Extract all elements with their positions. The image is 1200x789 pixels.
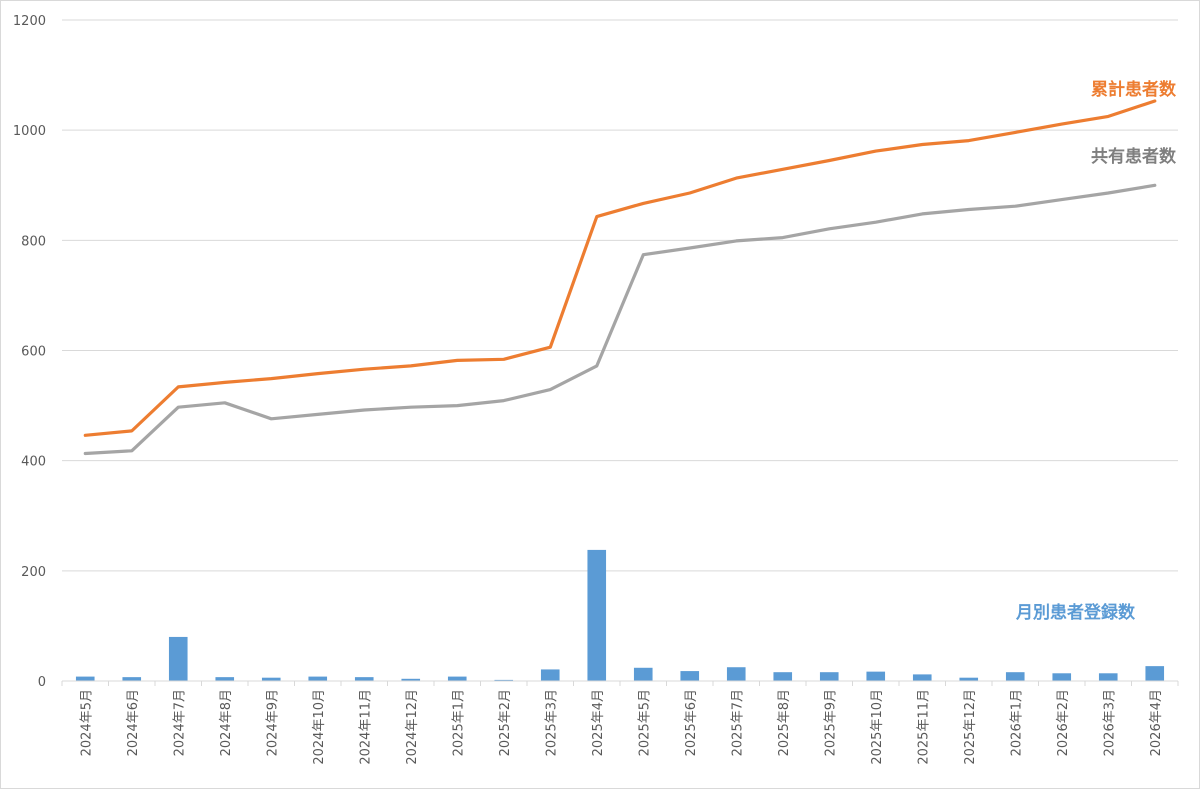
- series-label-cumulative: 累計患者数: [1091, 79, 1177, 100]
- bar-monthly: [773, 672, 793, 681]
- x-tick-label: 2024年8月: [219, 689, 234, 756]
- x-tick-label: 2025年1月: [451, 689, 466, 756]
- x-tick-label: 2024年7月: [172, 689, 187, 756]
- x-axis: 2024年5月 2024年6月 2024年7月 2024年8月 2024年9月 2024年…: [61, 680, 1179, 765]
- bar-monthly: [633, 667, 653, 681]
- x-tick-label: 2024年9月: [265, 689, 280, 756]
- bar-monthly: [540, 669, 560, 681]
- bar-monthly: [401, 678, 421, 681]
- bar-monthly: [122, 677, 142, 681]
- x-tick-label: 2024年6月: [126, 689, 141, 756]
- x-tick-label: 2026年1月: [1009, 689, 1024, 756]
- y-tick-label: 0: [38, 675, 46, 690]
- x-tick-label: 2025年9月: [823, 689, 838, 756]
- x-tick-label: 2025年4月: [591, 689, 606, 756]
- x-tick-label: 2025年10月: [870, 689, 885, 765]
- bar-monthly: [1098, 673, 1118, 681]
- bar-monthly: [1145, 666, 1165, 681]
- line-shared: [83, 183, 1157, 456]
- x-tick-label: 2024年11月: [358, 689, 373, 765]
- bar-series: [75, 549, 1165, 681]
- x-tick-label: 2025年11月: [916, 689, 931, 765]
- line-cumulative: [83, 99, 1157, 437]
- line-series: [83, 99, 1157, 456]
- y-tick-label: 200: [21, 565, 46, 580]
- x-tick-label: 2025年5月: [637, 689, 652, 756]
- y-tick-label: 400: [21, 455, 46, 470]
- bar-monthly: [308, 676, 328, 681]
- x-tick-label: 2025年12月: [963, 689, 978, 765]
- x-tick-label: 2025年6月: [684, 689, 699, 756]
- x-tick-label: 2024年12月: [405, 689, 420, 765]
- bar-monthly: [819, 672, 839, 681]
- bar-monthly: [1005, 672, 1025, 681]
- x-tick-label: 2025年2月: [498, 689, 513, 756]
- series-label-shared: 共有患者数: [1091, 146, 1177, 167]
- x-tick-label: 2024年10月: [312, 689, 327, 765]
- bar-monthly: [866, 671, 886, 681]
- x-tick-label: 2026年4月: [1149, 689, 1164, 756]
- series-label-monthly: 月別患者登録数: [1015, 602, 1136, 623]
- x-tick-label: 2026年3月: [1102, 689, 1117, 756]
- y-tick-label: 800: [21, 234, 46, 249]
- series-labels: 累計患者数 共有患者数 月別患者登録数: [1015, 79, 1177, 623]
- x-tick-label: 2026年2月: [1056, 689, 1071, 756]
- bar-monthly: [726, 667, 746, 681]
- bar-monthly: [215, 677, 235, 681]
- bar-monthly: [447, 676, 467, 681]
- bar-monthly: [494, 679, 514, 681]
- y-tick-label: 1200: [13, 14, 46, 29]
- y-tick-label: 1000: [13, 124, 46, 139]
- bar-monthly: [680, 671, 700, 681]
- bar-monthly: [354, 677, 374, 681]
- gridlines: [62, 19, 1178, 572]
- x-tick-label: 2025年7月: [730, 689, 745, 756]
- bar-monthly: [261, 677, 281, 681]
- bar-monthly: [912, 674, 932, 681]
- bar-monthly: [1052, 673, 1072, 681]
- bar-monthly: [75, 676, 95, 681]
- bar-monthly: [587, 549, 607, 681]
- x-tick-label: 2025年3月: [544, 689, 559, 756]
- x-tick-label: 2025年8月: [777, 689, 792, 756]
- bar-monthly: [168, 636, 188, 681]
- y-axis-ticks: 0 200 400 600 800 1000 1200: [13, 14, 46, 690]
- y-tick-label: 600: [21, 345, 46, 360]
- bar-monthly: [959, 677, 979, 681]
- x-tick-label: 2024年5月: [79, 689, 94, 756]
